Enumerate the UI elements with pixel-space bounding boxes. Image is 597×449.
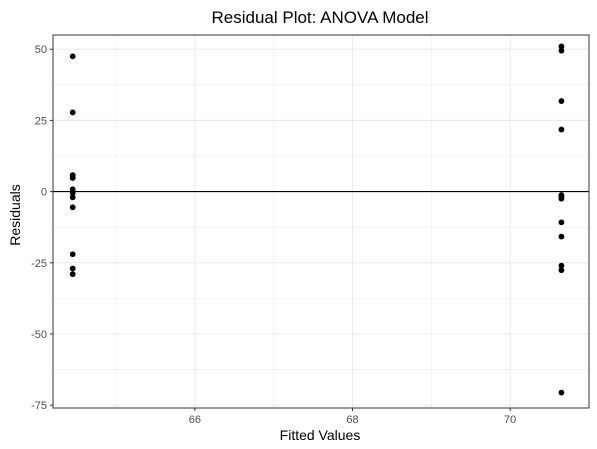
y-axis-ticks: 50 25 0 -25 -50 -75 — [31, 44, 53, 412]
y-tick-label: -25 — [31, 258, 47, 270]
data-point — [558, 233, 565, 240]
x-tick-label: 68 — [346, 414, 358, 426]
data-point — [558, 262, 565, 269]
data-point — [69, 271, 76, 278]
data-point — [558, 126, 565, 133]
data-point — [69, 265, 76, 272]
data-point — [69, 109, 76, 116]
data-point — [558, 193, 565, 200]
data-point — [558, 43, 565, 50]
grid-lines — [53, 35, 589, 408]
y-tick-label: 50 — [35, 44, 47, 56]
panel-border — [52, 34, 590, 409]
y-tick-label: 25 — [35, 115, 47, 127]
chart-title: Residual Plot: ANOVA Model — [211, 8, 428, 27]
data-points — [69, 43, 565, 396]
data-point — [69, 175, 76, 181]
y-tick-label: -50 — [31, 329, 47, 341]
y-tick-label: 0 — [41, 187, 47, 199]
data-point — [558, 267, 565, 274]
data-point — [69, 53, 76, 60]
x-axis-label: Fitted Values — [280, 427, 361, 443]
data-point — [558, 389, 565, 396]
data-point — [558, 219, 565, 226]
data-point — [69, 251, 76, 258]
y-axis-label: Residuals — [7, 184, 23, 245]
data-point — [69, 204, 76, 211]
data-point — [69, 190, 76, 196]
y-tick-label: -75 — [31, 400, 47, 412]
data-point — [558, 47, 565, 54]
x-tick-label: 66 — [189, 414, 201, 426]
data-point — [558, 98, 565, 104]
data-point — [69, 194, 76, 201]
x-tick-label: 70 — [504, 414, 516, 426]
x-axis-ticks: 66 68 70 — [189, 408, 516, 426]
